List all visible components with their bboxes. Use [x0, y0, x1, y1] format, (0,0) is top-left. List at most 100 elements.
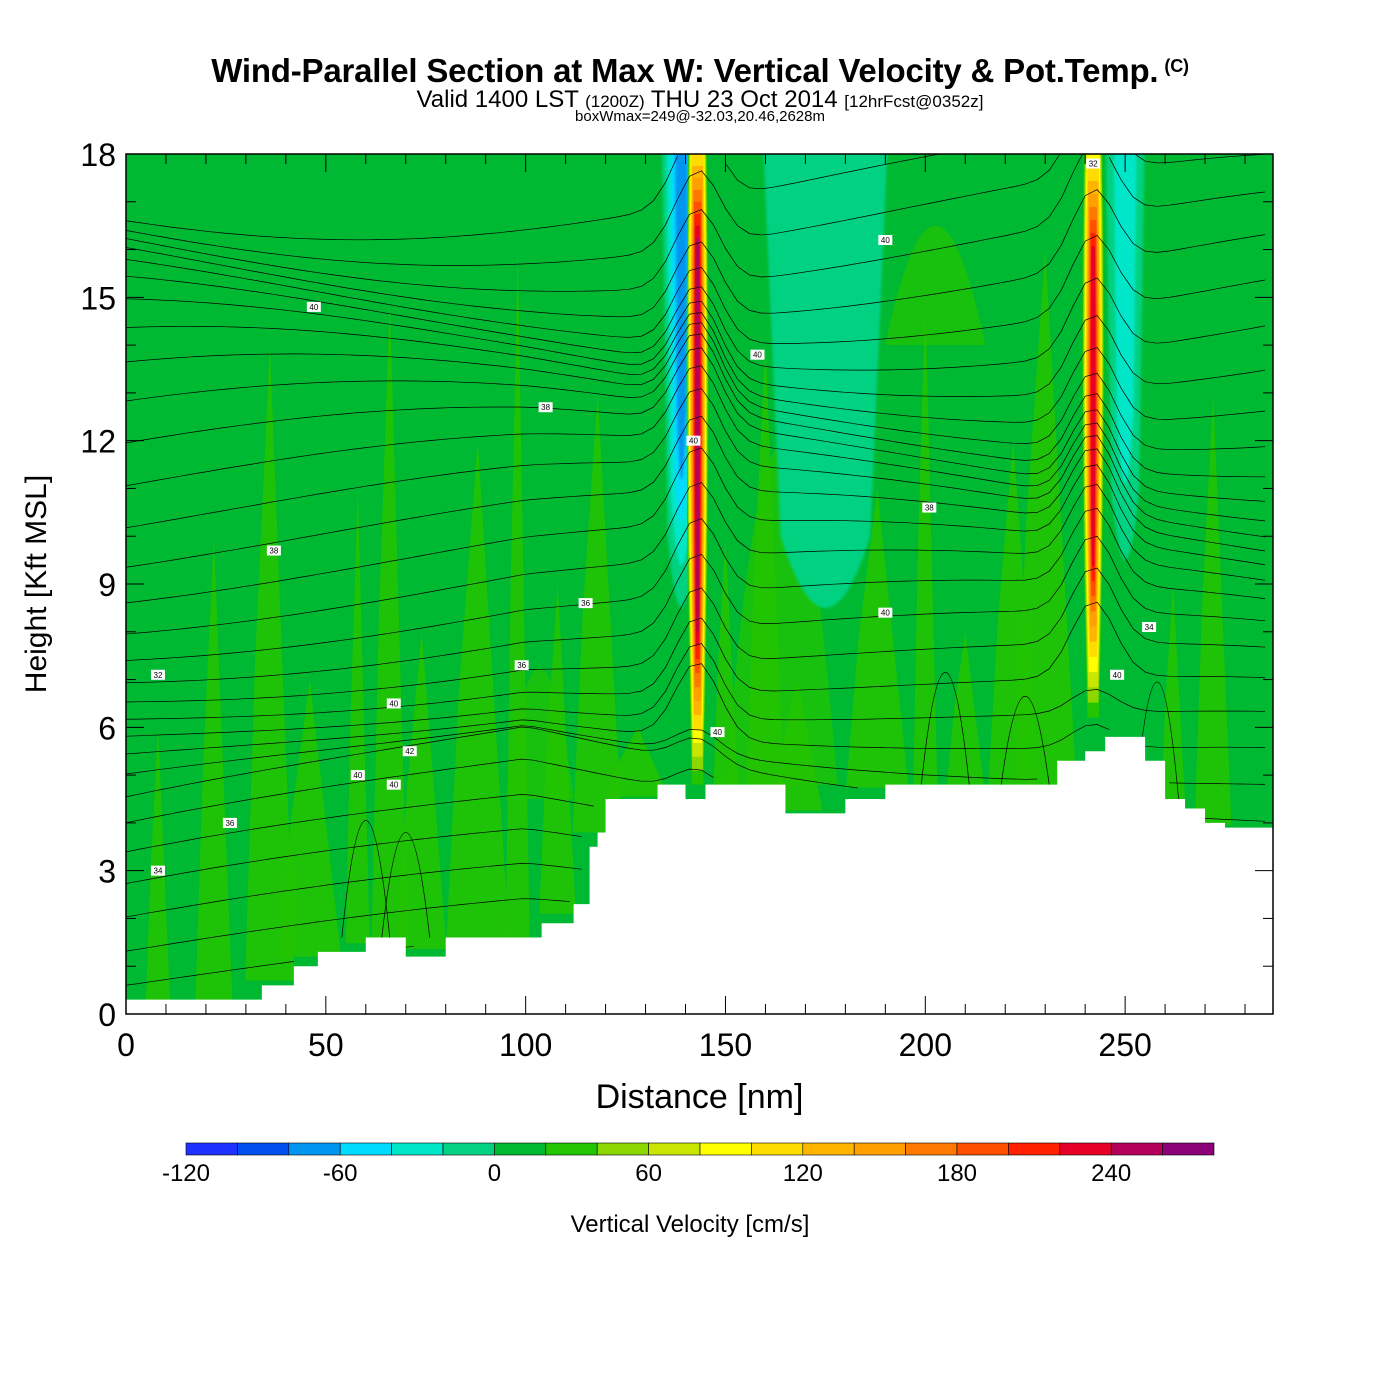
updraft-streak [606, 727, 669, 797]
contour-label-box [578, 598, 593, 609]
weak-updraft-region [885, 225, 986, 346]
contour-label-text: 40 [753, 351, 762, 360]
updraft-streak [345, 488, 370, 944]
contour-label-box [514, 660, 529, 671]
updraft-streak [146, 727, 170, 1000]
colorbar-swatch [751, 1142, 804, 1156]
theta-contour [920, 672, 970, 785]
theta-contour [126, 189, 1266, 318]
contour-label-box [686, 435, 701, 446]
theta-contour [126, 567, 1266, 703]
contour-label: 40 [878, 607, 893, 618]
x-tick-label: 200 [899, 1027, 952, 1063]
updraft-streak [1014, 249, 1077, 785]
theta-contour [126, 275, 1266, 371]
colorbar-swatch [1008, 1142, 1061, 1156]
theta-contour [126, 535, 1266, 684]
colorbar-swatch [237, 1142, 290, 1156]
contour-label-text: 32 [1089, 160, 1098, 169]
updraft-streak [446, 440, 509, 938]
colorbar-tick-label: -120 [162, 1160, 210, 1187]
colorbar-swatch [288, 1142, 341, 1156]
updraft-streak [913, 297, 938, 785]
updraft-streak [1194, 392, 1232, 825]
downdraft-zone [763, 154, 888, 608]
contour-label-text: 42 [405, 747, 414, 756]
y-tick-label: 3 [98, 854, 116, 890]
contour-label-box [750, 349, 765, 360]
colorbar-tick-label: 240 [1091, 1160, 1131, 1187]
colorbar-tick-label: -60 [323, 1160, 358, 1187]
contour-label-text: 38 [269, 547, 278, 556]
theta-contour [126, 154, 942, 241]
updraft-streak [1161, 584, 1186, 803]
contour-label-text: 40 [689, 437, 698, 446]
contour-label: 32 [150, 669, 165, 680]
y-tick-label: 6 [98, 710, 116, 746]
colorbar-swatch [442, 1142, 495, 1156]
theta-contour [126, 154, 1266, 292]
contour-label-box [878, 235, 893, 245]
contour-label: 40 [386, 779, 401, 790]
copyright-mark: (C) [1164, 56, 1189, 76]
y-tick-label: 9 [98, 567, 116, 603]
updraft-streak [572, 392, 623, 833]
contour-label: 36 [222, 817, 237, 828]
x-tick-label: 250 [1098, 1027, 1151, 1063]
x-tick-label: 0 [117, 1027, 135, 1063]
colorbar-label: Vertical Velocity [cm/s] [571, 1211, 810, 1238]
contour-label-box [386, 779, 401, 790]
contour-label-text: 40 [389, 781, 398, 790]
y-tick-label: 12 [80, 424, 116, 460]
colorbar-swatch [1059, 1142, 1112, 1156]
contour-label-box [710, 727, 725, 738]
theta-contour [126, 725, 1266, 785]
contour-label: 40 [350, 770, 365, 781]
colorbar-swatch [853, 1142, 906, 1156]
contour-label: 40 [710, 727, 725, 738]
colorbar-tick-label: 180 [937, 1160, 977, 1187]
updraft-streak [278, 679, 341, 957]
contour-label-text: 40 [389, 699, 398, 708]
contour-label: 32 [1086, 158, 1101, 169]
contour-label: 34 [1142, 622, 1157, 632]
colorbar-swatch [1110, 1142, 1163, 1156]
downdraft-zone [1113, 154, 1137, 484]
contour-label-box [222, 817, 237, 828]
contour-label-text: 38 [925, 504, 934, 513]
contour-label-box [1110, 669, 1125, 680]
valid-utc: (1200Z) [585, 92, 645, 111]
contour-label-text: 40 [309, 303, 318, 312]
colorbar-swatch [185, 1142, 238, 1156]
colorbar-swatch [956, 1142, 1009, 1156]
theta-contour [126, 643, 1266, 737]
theta-contour [126, 365, 1266, 522]
theta-contour [126, 898, 570, 952]
contour-label-box [538, 402, 553, 413]
valid-time-line: Valid 1400 LST (1200Z) THU 23 Oct 2014 [… [0, 86, 1400, 114]
updraft-streak [195, 536, 233, 1000]
x-tick-label: 50 [308, 1027, 344, 1063]
contour-label-box [306, 301, 321, 312]
theta-contour [126, 482, 1266, 635]
valid-date: THU 23 Oct 2014 [650, 86, 838, 113]
terrain-mask [126, 736, 1273, 1014]
colorbar-swatch [339, 1142, 392, 1156]
contour-label: 38 [538, 402, 553, 413]
contour-label-box [350, 770, 365, 781]
updraft-streak [946, 631, 984, 785]
x-tick-label: 100 [499, 1027, 552, 1063]
boxwmax-line: boxWmax=249@-32.03,20.46,2628m [575, 108, 825, 125]
contour-label-box [1086, 158, 1101, 169]
y-axis-label: Height [Kft MSL] [20, 475, 53, 693]
theta-contour [126, 794, 594, 853]
pot-temp-contours: 32 34 36 38 40 40 40 40 42 36 38 36 40 40 40 40 40 38 40 32… [126, 154, 1266, 985]
theta-contour [126, 298, 1266, 397]
y-tick-label: 15 [80, 280, 116, 316]
x-axis-label: Distance [nm] [596, 1078, 804, 1116]
contour-label-text: 40 [881, 609, 890, 618]
contour-label: 38 [266, 545, 281, 556]
updraft-core-band [695, 237, 700, 632]
x-tick-label: 150 [699, 1027, 752, 1063]
